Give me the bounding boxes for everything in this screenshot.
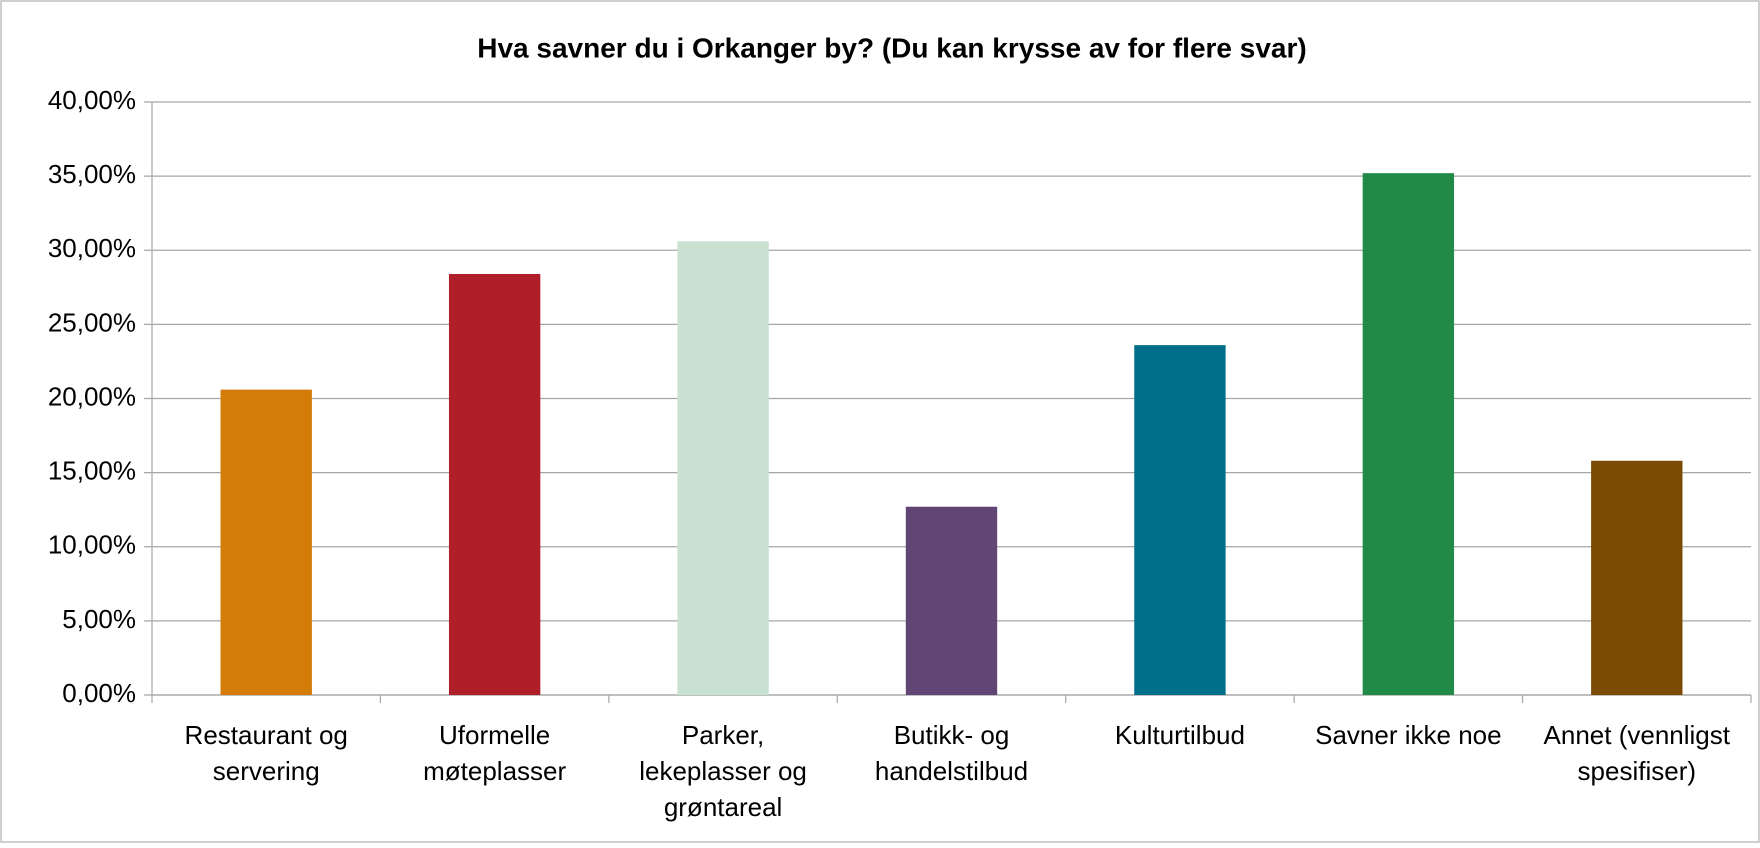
x-tick-label-line: Annet (vennligst [1544, 720, 1731, 750]
x-tick-label: Uformelle møteplasser [423, 720, 566, 786]
y-tick-label: 15,00% [48, 456, 136, 486]
y-tick-label: 35,00% [48, 159, 136, 189]
x-tick-label-line: grøntareal [664, 792, 783, 822]
y-tick-label: 0,00% [62, 678, 136, 708]
x-tick-label-line: Parker, [682, 720, 764, 750]
x-tick-label: Parker, lekeplasser og grøntareal [639, 720, 807, 822]
x-tick-label-line: handelstilbud [875, 756, 1028, 786]
x-tick-label: Annet (vennligst spesifiser) [1544, 720, 1731, 786]
y-tick-label: 30,00% [48, 233, 136, 263]
y-tick-label: 5,00% [62, 604, 136, 634]
bar [220, 389, 312, 695]
bar [1362, 173, 1455, 695]
y-tick-label: 40,00% [48, 85, 136, 115]
x-tick-label: Restaurant og servering [185, 720, 348, 786]
bar [1591, 460, 1683, 695]
x-tick-label-line: servering [213, 756, 320, 786]
chart-title: Hva savner du i Orkanger by? (Du kan kry… [477, 32, 1306, 63]
x-tick-label: Savner ikke noe [1315, 720, 1501, 750]
x-tick-label: Butikk- og handelstilbud [875, 720, 1028, 786]
x-tick-label: Kulturtilbud [1115, 720, 1245, 750]
bar [905, 506, 998, 695]
x-tick-label-line: Butikk- og [894, 720, 1010, 750]
x-tick-label-line: Uformelle [439, 720, 550, 750]
bar [448, 273, 541, 695]
x-tick-label-line: Savner ikke noe [1315, 720, 1501, 750]
bar [677, 241, 769, 696]
y-tick-label: 10,00% [48, 530, 136, 560]
bar [1134, 345, 1226, 695]
x-tick-label-line: spesifiser) [1578, 756, 1696, 786]
x-tick-label-line: møteplasser [423, 756, 566, 786]
y-tick-label: 20,00% [48, 381, 136, 411]
y-tick-label: 25,00% [48, 307, 136, 337]
x-tick-label-line: Restaurant og [185, 720, 348, 750]
x-tick-label-line: lekeplasser og [639, 756, 807, 786]
x-tick-label-line: Kulturtilbud [1115, 720, 1245, 750]
